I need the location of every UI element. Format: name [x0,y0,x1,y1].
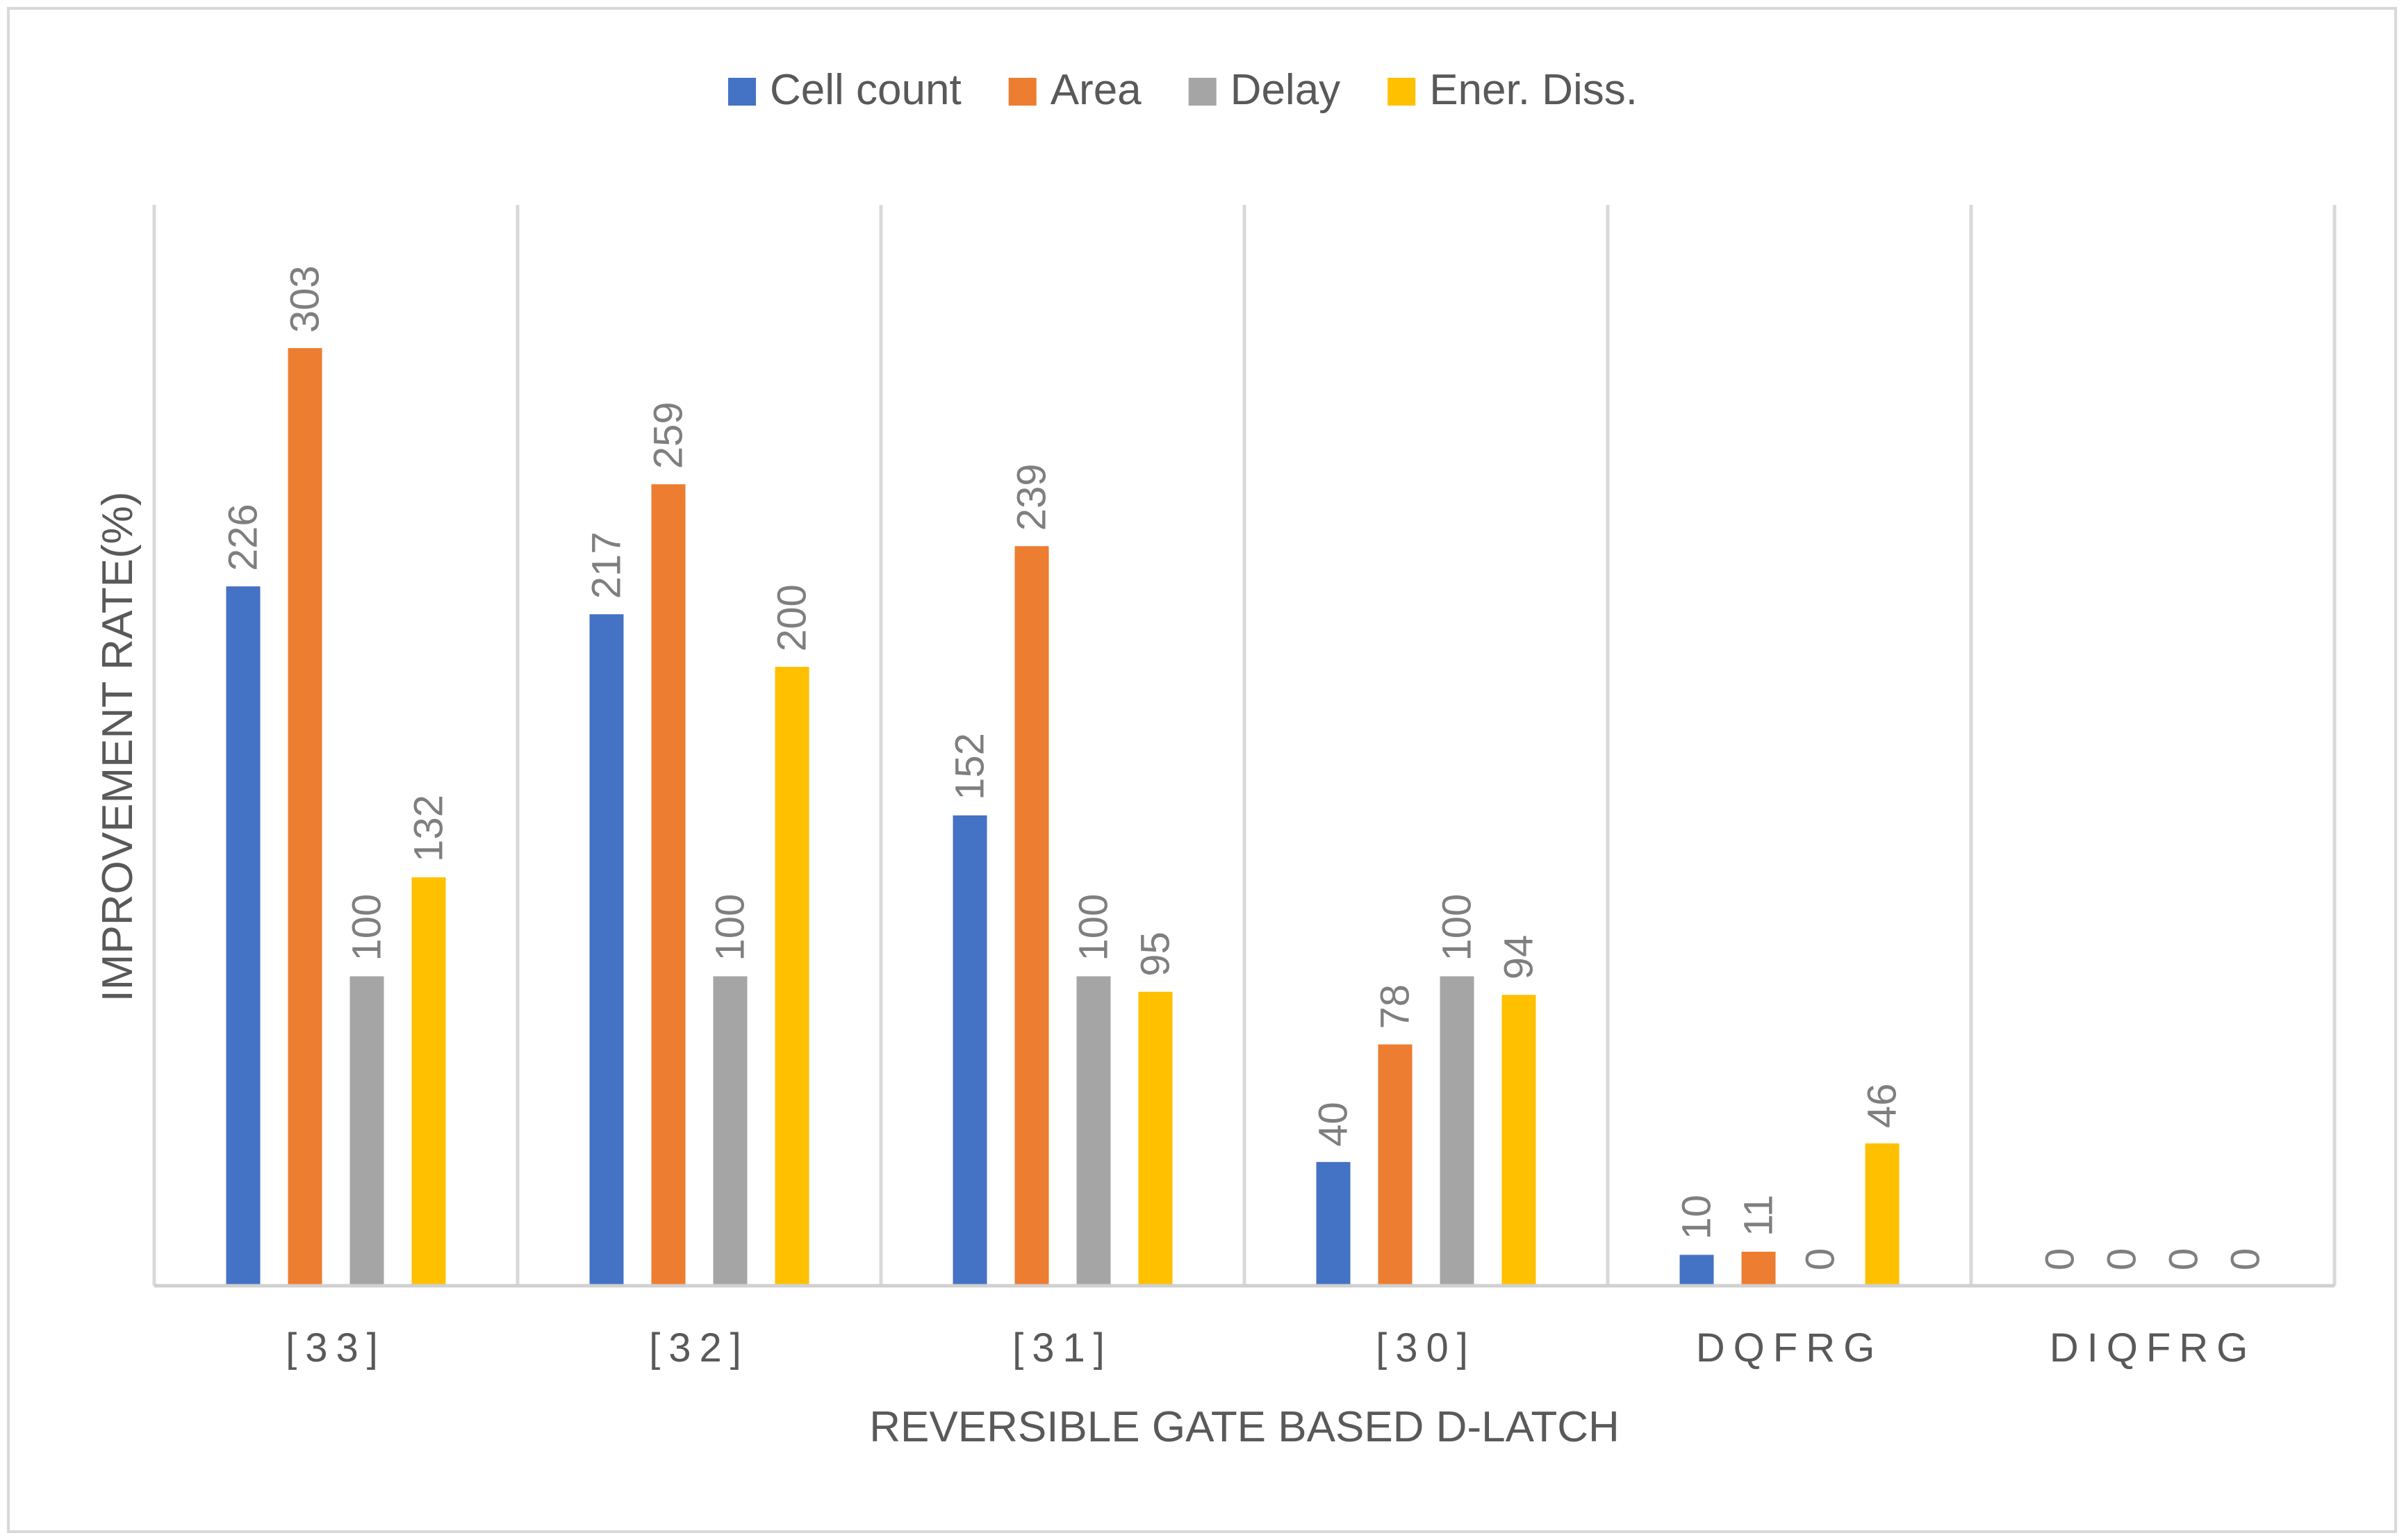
legend-label: Ener. Diss. [1429,66,1638,114]
data-label: 100 [1435,894,1480,961]
x-tick-label: DQFRG [1696,1325,1883,1371]
legend-swatch [1388,78,1416,106]
legend: Cell count Area Delay Ener. Diss. [728,66,1638,114]
data-label: 0 [2223,1248,2269,1270]
data-label: 46 [1860,1084,1905,1129]
data-label: 239 [1010,463,1055,531]
bar-ener-diss-4 [1865,1143,1900,1286]
x-tick-label: DIQFRG [2050,1325,2257,1371]
bar-cell-count-0 [226,586,261,1286]
data-label: 132 [406,795,452,862]
bar-delay-2 [1076,976,1111,1286]
data-label: 0 [1798,1248,1843,1270]
bar-delay-0 [349,976,384,1286]
bar-cell-count-4 [1679,1255,1714,1286]
legend-swatch [1008,78,1037,106]
bar-ener-diss-0 [411,877,446,1286]
legend-label: Delay [1230,66,1341,114]
bar-cell-count-1 [589,614,624,1286]
bars [226,348,1900,1286]
data-label: 0 [2162,1248,2207,1270]
bar-area-4 [1741,1251,1776,1286]
data-label: 78 [1373,984,1418,1029]
bar-ener-diss-2 [1138,991,1173,1286]
bar-area-3 [1378,1044,1413,1286]
bar-area-2 [1014,546,1049,1286]
data-label: 0 [2038,1248,2083,1270]
data-label: 200 [770,584,815,652]
data-label: 100 [345,894,390,961]
data-label: 152 [948,733,993,800]
x-tick-labels: [33] [32] [31] [30] DQFRG DIQFRG [286,1325,2257,1371]
data-label: 226 [221,504,266,571]
data-label: 0 [2100,1248,2145,1270]
x-tick-label: [32] [649,1325,750,1371]
bar-cell-count-3 [1316,1161,1351,1286]
bar-ener-diss-1 [775,667,809,1286]
data-label: 303 [283,265,328,333]
bar-area-0 [288,348,322,1286]
category-separators [152,205,2337,1286]
x-tick-label: [30] [1376,1325,1476,1371]
bar-area-1 [651,484,686,1286]
data-label: 40 [1311,1102,1356,1147]
data-label: 10 [1674,1195,1720,1240]
x-axis-title: REVERSIBLE GATE BASED D-LATCH [869,1403,1620,1451]
data-label: 259 [646,401,691,469]
legend-swatch [728,78,756,106]
bar-delay-3 [1440,976,1474,1286]
legend-swatch [1188,78,1217,106]
y-axis-title: IMPROVEMENT RATE(%) [94,492,142,1002]
data-label: 11 [1736,1195,1781,1236]
legend-label: Area [1051,66,1142,114]
data-label: 94 [1497,935,1542,980]
legend-label: Cell count [770,66,962,114]
bar-delay-1 [713,976,748,1286]
x-tick-label: [31] [1012,1325,1113,1371]
data-label: 100 [1071,894,1117,961]
bar-ener-diss-3 [1501,995,1536,1286]
bar-cell-count-2 [953,815,987,1286]
data-label: 100 [708,894,753,961]
chart-border [7,7,2397,1533]
data-label: 217 [584,531,629,599]
data-label: 95 [1133,932,1178,977]
x-tick-label: [33] [286,1325,386,1371]
